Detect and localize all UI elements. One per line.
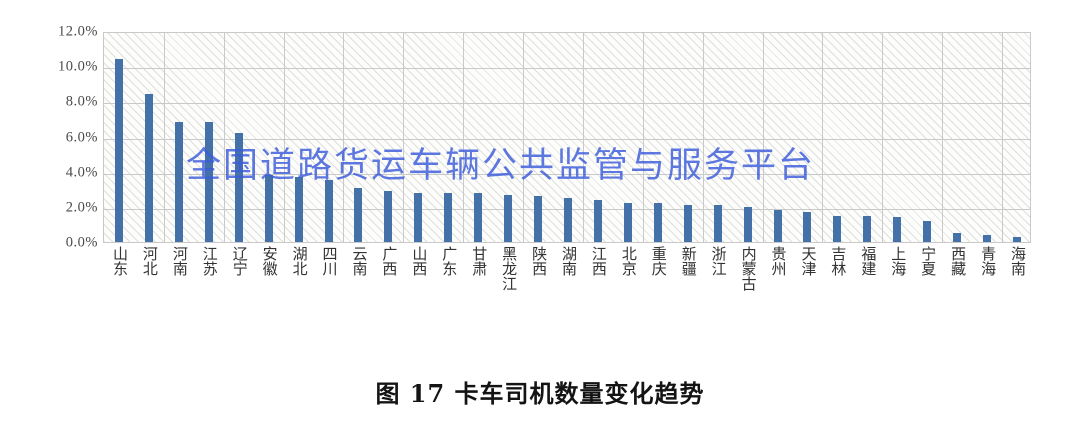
x-axis-tick-label: 广东: [440, 246, 457, 276]
gridline-vertical: [523, 33, 524, 242]
x-axis-tick-label: 西藏: [949, 246, 966, 276]
gridline-vertical: [463, 33, 464, 242]
x-axis-tick-label: 广西: [380, 246, 397, 276]
gridline-vertical: [763, 33, 764, 242]
bar: [683, 205, 692, 242]
bar: [803, 212, 812, 242]
y-axis-tick-label: 2.0%: [65, 199, 98, 216]
x-axis-tick-label: 重庆: [649, 246, 666, 276]
x-axis-tick-label: 山西: [410, 246, 427, 276]
x-axis-tick-label: 河北: [140, 246, 157, 276]
x-axis-tick-label: 河南: [170, 246, 187, 276]
y-axis-tick-label: 4.0%: [65, 164, 98, 181]
bar: [953, 233, 962, 242]
bar: [893, 217, 902, 242]
bar: [743, 206, 752, 242]
bar: [504, 194, 513, 242]
bar: [1013, 236, 1022, 242]
x-axis-tick-label: 吉林: [829, 246, 846, 276]
gridline-vertical: [882, 33, 883, 242]
bar: [144, 94, 153, 242]
x-axis-tick-label: 海南: [1009, 246, 1026, 276]
bar: [773, 210, 782, 242]
bar: [384, 191, 393, 242]
gridline-vertical: [164, 33, 165, 242]
y-axis: 12.0% 10.0% 8.0% 6.0% 4.0% 2.0% 0.0%: [0, 24, 98, 251]
bar: [983, 234, 992, 242]
bar: [474, 192, 483, 242]
x-axis-tick-label: 宁夏: [919, 246, 936, 276]
bar: [354, 187, 363, 242]
gridline-horizontal: [104, 173, 1030, 175]
bar: [234, 132, 243, 242]
x-axis-tick-label: 北京: [619, 246, 636, 276]
bar: [414, 192, 423, 242]
x-axis-tick-label: 云南: [350, 246, 367, 276]
x-axis-tick-label: 上海: [889, 246, 906, 276]
gridline-vertical: [1002, 33, 1003, 242]
x-axis-tick-label: 四川: [320, 246, 337, 276]
gridline-vertical: [403, 33, 404, 242]
gridline-horizontal: [104, 68, 1030, 70]
figure-caption: 图 17 卡车司机数量变化趋势: [375, 379, 705, 408]
bar: [623, 203, 632, 242]
x-axis-tick-label: 贵州: [769, 246, 786, 276]
plot-area: [103, 32, 1031, 243]
gridline-vertical: [284, 33, 285, 242]
bar: [653, 203, 662, 242]
x-axis-tick-label: 甘肃: [470, 246, 487, 276]
x-axis-tick-label: 湖南: [560, 246, 576, 276]
y-axis-tick-label: 10.0%: [58, 58, 98, 75]
x-axis-tick-label: 辽宁: [230, 246, 247, 276]
bar: [713, 205, 722, 242]
bar: [593, 199, 602, 242]
x-axis-tick-label: 内蒙古: [739, 246, 756, 291]
x-axis: 山东 河北 河南 江苏 辽宁 安徽 湖北 四川 云南 广西 山西 广东 甘肃 黑龙江 陕西 湖南 江西 北京 重庆新…: [103, 246, 1031, 356]
gridline-vertical: [583, 33, 584, 242]
x-axis-tick-label: 江西: [589, 246, 606, 276]
gridline-vertical: [822, 33, 823, 242]
bar: [174, 122, 183, 242]
x-axis-tick-label: 福建: [859, 246, 876, 276]
bar: [294, 176, 303, 242]
bar-chart: 12.0% 10.0% 8.0% 6.0% 4.0% 2.0% 0.0% 山东 河北 河南 江苏辽…: [0, 24, 1031, 356]
x-axis-tick-label: 山东: [110, 246, 127, 276]
gridline-horizontal: [104, 103, 1030, 105]
x-axis-tick-label: 湖北: [290, 246, 307, 276]
y-axis-tick-label: 8.0%: [65, 93, 98, 110]
gridline-vertical: [942, 33, 943, 242]
gridline-vertical: [224, 33, 225, 242]
bar: [114, 59, 123, 242]
bar: [324, 180, 333, 242]
bar: [863, 215, 872, 242]
x-axis-tick-label: 陕西: [530, 246, 547, 276]
bar: [534, 196, 543, 242]
bar: [204, 122, 213, 242]
x-axis-tick-label: 新疆: [679, 246, 696, 276]
x-axis-tick-label: 浙江: [709, 246, 726, 276]
gridline-vertical: [703, 33, 704, 242]
gridline-horizontal: [104, 138, 1030, 140]
gridline-vertical: [643, 33, 644, 242]
x-axis-tick-label: 江苏: [200, 246, 217, 276]
y-axis-tick-label: 0.0%: [65, 234, 98, 251]
x-axis-tick-label: 天津: [799, 246, 816, 276]
bar: [923, 220, 932, 242]
x-axis-tick-label: 黑龙江: [500, 246, 517, 291]
bar: [444, 192, 453, 242]
bar: [264, 175, 273, 242]
gridline-vertical: [343, 33, 344, 242]
x-axis-tick-label: 青海: [979, 246, 996, 276]
bar: [833, 215, 842, 242]
x-axis-tick-label: 安徽: [260, 246, 277, 276]
y-axis-tick-label: 6.0%: [65, 129, 98, 145]
y-axis-tick-label: 12.0%: [58, 23, 98, 40]
bar: [564, 198, 572, 242]
